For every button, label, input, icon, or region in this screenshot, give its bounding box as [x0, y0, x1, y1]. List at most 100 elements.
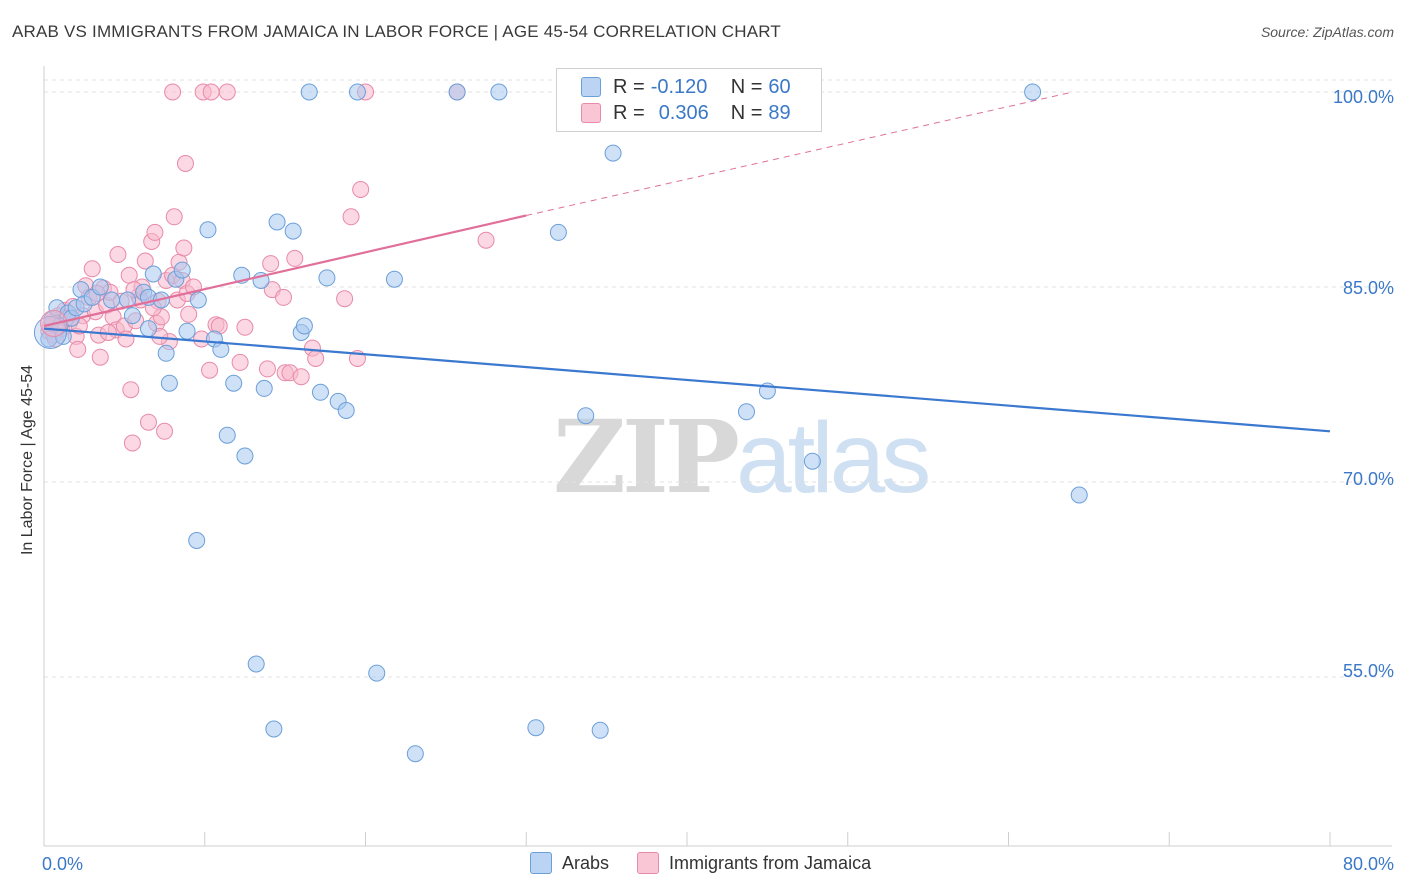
point-arabs-21	[160, 374, 178, 392]
y-tick-label-55: 55.0%	[1342, 661, 1394, 681]
point-arabs-58	[265, 720, 283, 738]
point-arabs-47	[490, 83, 508, 101]
trend-line-jamaica-extension	[526, 91, 1073, 216]
point-arabs-40	[318, 269, 336, 287]
legend-row-jamaica: R = 0.306 N = 89	[581, 100, 791, 126]
point-arabs-53	[803, 452, 821, 470]
point-arabs-46	[448, 83, 466, 101]
point-jamaica-74	[164, 83, 182, 101]
point-jamaica-72	[352, 181, 370, 198]
point-arabs-57	[247, 655, 265, 673]
legend-n-value-arabs: 60	[768, 75, 791, 98]
point-jamaica-22	[109, 246, 127, 263]
source-label: Source: ZipAtlas.com	[1260, 24, 1394, 40]
y-tick-label-70: 70.0%	[1342, 469, 1394, 489]
point-arabs-17	[144, 265, 162, 283]
point-jamaica-77	[218, 83, 236, 101]
legend-r-value-jamaica: 0.306	[658, 101, 709, 124]
point-jamaica-28	[123, 434, 141, 452]
legend-swatch-jamaica	[581, 103, 601, 123]
point-arabs-49	[577, 407, 595, 425]
point-jamaica-27	[122, 381, 140, 399]
point-jamaica-44	[165, 208, 183, 226]
point-arabs-62	[591, 721, 609, 739]
point-arabs-23	[173, 261, 191, 279]
legend-swatch-arabs	[530, 852, 552, 874]
watermark-atlas: atlas	[735, 402, 931, 514]
point-jamaica-60	[262, 255, 280, 273]
legend-r-label: R =	[613, 75, 645, 98]
point-jamaica-9	[69, 340, 87, 358]
point-jamaica-76	[202, 83, 220, 101]
point-jamaica-26	[120, 266, 138, 284]
point-jamaica-25	[117, 330, 135, 348]
y-tick-label-85: 85.0%	[1342, 278, 1394, 298]
y-tick-label-100: 100.0%	[1332, 87, 1394, 107]
point-jamaica-40	[156, 422, 174, 440]
point-arabs-30	[225, 374, 243, 392]
point-arabs-43	[385, 270, 403, 288]
point-jamaica-34	[139, 413, 157, 431]
point-arabs-51	[737, 403, 755, 421]
point-arabs-28	[212, 340, 230, 358]
legend-r-value-arabs: -0.120	[650, 75, 708, 98]
point-arabs-48	[549, 223, 567, 241]
point-jamaica-69	[336, 290, 354, 308]
legend-r-label: R =	[613, 101, 645, 124]
trend-line-jamaica	[43, 214, 527, 328]
legend-label-jamaica: Immigrants from Jamaica	[669, 852, 872, 873]
point-arabs-26	[199, 221, 217, 239]
legend-label-arabs: Arabs	[562, 852, 610, 873]
point-jamaica-13	[83, 260, 101, 278]
point-arabs-45	[348, 83, 366, 101]
point-arabs-39	[311, 383, 329, 401]
legend-item-jamaica[interactable]: Immigrants from Jamaica	[637, 852, 871, 874]
legend-row-arabs: R = -0.120 N = 60	[581, 74, 791, 100]
point-arabs-24	[178, 322, 196, 340]
legend-item-arabs[interactable]: Arabs	[530, 852, 609, 874]
point-arabs-36	[284, 222, 302, 240]
point-jamaica-16	[91, 348, 109, 366]
point-arabs-56	[188, 532, 206, 549]
point-arabs-32	[236, 447, 254, 465]
point-arabs-25	[189, 291, 207, 309]
legend-swatch-arabs	[581, 77, 601, 97]
point-jamaica-57	[231, 353, 249, 371]
point-arabs-44	[300, 83, 318, 101]
legend-n-label: N =	[730, 75, 763, 98]
x-tick-label-min: 0.0%	[42, 854, 84, 874]
point-arabs-61	[527, 719, 545, 737]
point-arabs-60	[406, 745, 424, 763]
point-arabs-29	[218, 426, 236, 444]
point-jamaica-33	[136, 252, 154, 270]
watermark: ZIPatlas	[553, 398, 931, 516]
legend-swatch-jamaica	[637, 852, 660, 874]
legend-n-label: N =	[730, 101, 763, 124]
correlation-legend: R = -0.120 N = 60 R = 0.306 N = 89	[556, 68, 822, 132]
point-arabs-16	[139, 320, 157, 338]
point-jamaica-58	[236, 318, 254, 336]
point-jamaica-49	[176, 155, 194, 172]
legend-n-value-jamaica: 89	[768, 101, 791, 124]
point-jamaica-65	[286, 249, 304, 267]
point-arabs-42	[337, 402, 355, 419]
chart-title: ARAB VS IMMIGRANTS FROM JAMAICA IN LABOR…	[12, 22, 782, 41]
point-arabs-38	[295, 317, 313, 335]
point-jamaica-70	[342, 208, 360, 226]
point-jamaica-54	[201, 361, 219, 379]
point-jamaica-73	[477, 231, 495, 249]
point-jamaica-62	[275, 288, 293, 306]
point-jamaica-36	[146, 223, 164, 241]
point-jamaica-51	[180, 305, 198, 323]
point-jamaica-48	[175, 239, 193, 257]
point-jamaica-59	[258, 360, 276, 378]
point-arabs-50	[604, 144, 622, 162]
point-arabs-34	[255, 379, 273, 397]
series-legend: Arabs Immigrants from Jamaica	[530, 852, 899, 874]
point-arabs-35	[268, 213, 286, 231]
point-arabs-54	[1024, 83, 1042, 101]
point-arabs-12	[103, 291, 121, 309]
point-arabs-14	[123, 307, 141, 325]
point-arabs-59	[368, 664, 386, 682]
